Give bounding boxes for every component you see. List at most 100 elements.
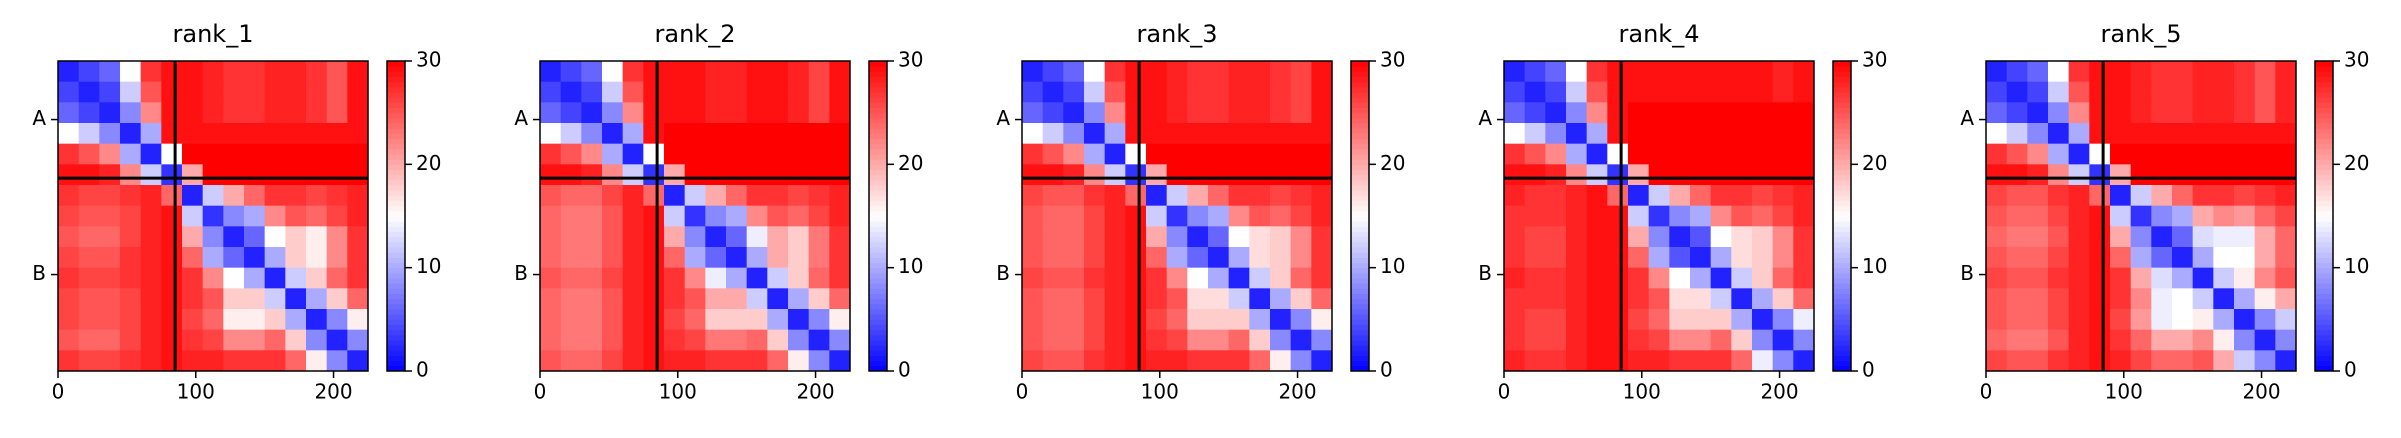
heatmap-cell [767, 143, 789, 165]
heatmap-cell [705, 123, 727, 145]
colorbar-step [387, 71, 405, 77]
heatmap-cell [664, 247, 686, 269]
heatmap-cell [182, 164, 204, 186]
heatmap-cell [1187, 267, 1209, 289]
heatmap-cell [99, 329, 121, 351]
y-tick-label: A [514, 106, 528, 130]
x-tick-label: 100 [177, 380, 215, 404]
heatmap-cell [1187, 164, 1209, 186]
heatmap-cell [2089, 102, 2111, 124]
heatmap-cell [622, 309, 644, 331]
heatmap-cell [1022, 164, 1044, 186]
colorbar-step [1833, 92, 1851, 98]
heatmap-cell [326, 185, 348, 207]
heatmap-cell [788, 81, 810, 103]
heatmap-cell [1166, 350, 1188, 372]
heatmap-cell [2192, 309, 2214, 331]
heatmap-cell [560, 226, 582, 248]
heatmap-cell [746, 164, 768, 186]
colorbar-step [1833, 107, 1851, 114]
heatmap-cell [1772, 185, 1794, 207]
colorbar-step [1833, 365, 1851, 372]
colorbar-step [1833, 314, 1851, 320]
heatmap-cell [1731, 247, 1753, 269]
heatmap-cell [2275, 309, 2297, 331]
heatmap-cell [2151, 329, 2173, 351]
heatmap-cell [746, 226, 768, 248]
heatmap-cell [1290, 288, 1312, 310]
colorbar-step [1833, 148, 1851, 155]
y-tick-label: B [32, 261, 46, 285]
heatmap-cell [540, 61, 562, 83]
colorbar-step [869, 164, 887, 170]
y-tick-label: A [996, 106, 1010, 130]
colorbar-step [869, 267, 887, 274]
colorbar-step [1833, 355, 1851, 362]
colorbar-step [2315, 76, 2333, 83]
heatmap-cell [1166, 123, 1188, 145]
heatmap-cell [1249, 164, 1271, 186]
heatmap-cell [1986, 350, 2008, 372]
heatmap-cell [1731, 205, 1753, 227]
heatmap-cell [1710, 329, 1732, 351]
colorbar-step [1351, 71, 1369, 77]
colorbar-step [387, 107, 405, 114]
heatmap-cell [1084, 81, 1106, 103]
heatmap-cell [78, 102, 100, 124]
heatmap-cell [1290, 350, 1312, 372]
heatmap-cell [58, 164, 80, 186]
heatmap-cell [1793, 205, 1815, 227]
heatmap-cell [2151, 267, 2173, 289]
heatmap-cell [581, 267, 603, 289]
heatmap-cell [1793, 267, 1815, 289]
heatmap-cell [2234, 226, 2256, 248]
heatmap-cell [1504, 81, 1526, 103]
heatmap-cell [746, 205, 768, 227]
colorbar-tick-label: 0 [1862, 358, 1875, 382]
heatmap-cell [540, 123, 562, 145]
colorbar-step [1833, 360, 1851, 367]
heatmap-cell [2234, 61, 2256, 83]
heatmap-cell [540, 247, 562, 269]
heatmap-cell [1311, 247, 1333, 269]
heatmap-cell [1311, 164, 1333, 186]
heatmap-cell [2006, 247, 2028, 269]
heatmap-cell [58, 81, 80, 103]
heatmap-cell [643, 350, 665, 372]
heatmap-cell [1187, 123, 1209, 145]
x-tick-label: 100 [659, 380, 697, 404]
heatmap-cell [2254, 288, 2276, 310]
heatmap-cell [1669, 185, 1691, 207]
heatmap-cell [2254, 309, 2276, 331]
heatmap-cell [1752, 205, 1774, 227]
colorbar-step [1351, 86, 1369, 93]
colorbar-step [2315, 278, 2333, 284]
heatmap-cell [202, 226, 224, 248]
heatmap-cell [1290, 267, 1312, 289]
heatmap-cell [2089, 185, 2111, 207]
heatmap-cell [223, 102, 245, 124]
heatmap-cell [1586, 205, 1608, 227]
colorbar-step [869, 340, 887, 346]
colorbar-step [2315, 128, 2333, 134]
heatmap-cell [306, 350, 328, 372]
heatmap-cell [1249, 102, 1271, 124]
heatmap-cell [1669, 267, 1691, 289]
heatmap-cell [264, 350, 286, 372]
heatmap-cell [2110, 102, 2132, 124]
heatmap-cell [1187, 143, 1209, 165]
heatmap-cell [1752, 185, 1774, 207]
heatmap-cell [1607, 185, 1629, 207]
heatmap-cell [1607, 226, 1629, 248]
heatmap-cell [326, 350, 348, 372]
heatmap-cell [2110, 81, 2132, 103]
heatmap-cell [2110, 164, 2132, 186]
heatmap-cell [2006, 102, 2028, 124]
heatmap-cell [2089, 123, 2111, 145]
heatmap-cell [285, 81, 307, 103]
heatmap-cell [140, 61, 162, 83]
heatmap-cell [2089, 205, 2111, 227]
colorbar-step [1833, 190, 1851, 196]
heatmap-cell [182, 267, 204, 289]
heatmap-cell [1042, 288, 1064, 310]
